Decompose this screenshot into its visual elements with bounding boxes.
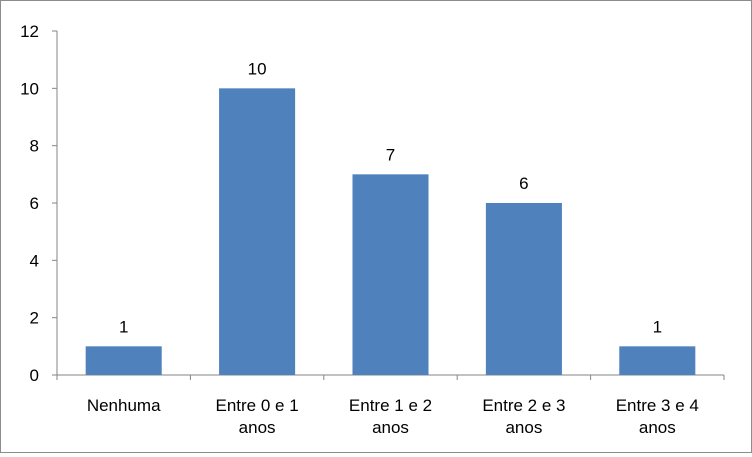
data-labels: 1 10 7 6 1 bbox=[119, 59, 662, 336]
category-label: anos bbox=[639, 418, 676, 437]
data-label: 1 bbox=[653, 317, 662, 336]
y-tick-label: 4 bbox=[30, 251, 39, 270]
y-tick-label: 0 bbox=[30, 366, 39, 385]
data-label: 10 bbox=[248, 59, 267, 78]
bar bbox=[485, 203, 562, 375]
bar bbox=[85, 346, 162, 375]
data-label: 7 bbox=[386, 145, 395, 164]
category-label: anos bbox=[505, 418, 542, 437]
bar-series bbox=[85, 88, 696, 375]
category-labels: Nenhuma Entre 0 e 1 anos Entre 1 e 2 anos Ent… bbox=[87, 396, 699, 437]
y-tick-label: 6 bbox=[30, 194, 39, 213]
category-label: Entre 2 e 3 bbox=[482, 396, 565, 415]
category-label: Entre 3 e 4 bbox=[616, 396, 699, 415]
category-label: Entre 0 e 1 bbox=[216, 396, 299, 415]
category-label: Nenhuma bbox=[87, 396, 161, 415]
bar bbox=[219, 88, 296, 375]
category-label: anos bbox=[239, 418, 276, 437]
bar bbox=[619, 346, 696, 375]
category-label: Entre 1 e 2 bbox=[349, 396, 432, 415]
y-tick-label: 2 bbox=[30, 309, 39, 328]
data-label: 6 bbox=[519, 174, 528, 193]
bar bbox=[352, 174, 429, 375]
y-axis-ticks: 0 2 4 6 8 10 12 bbox=[20, 22, 57, 385]
category-label: anos bbox=[372, 418, 409, 437]
y-tick-label: 10 bbox=[20, 79, 39, 98]
data-label: 1 bbox=[119, 317, 128, 336]
y-tick-label: 12 bbox=[20, 22, 39, 41]
y-tick-label: 8 bbox=[30, 137, 39, 156]
